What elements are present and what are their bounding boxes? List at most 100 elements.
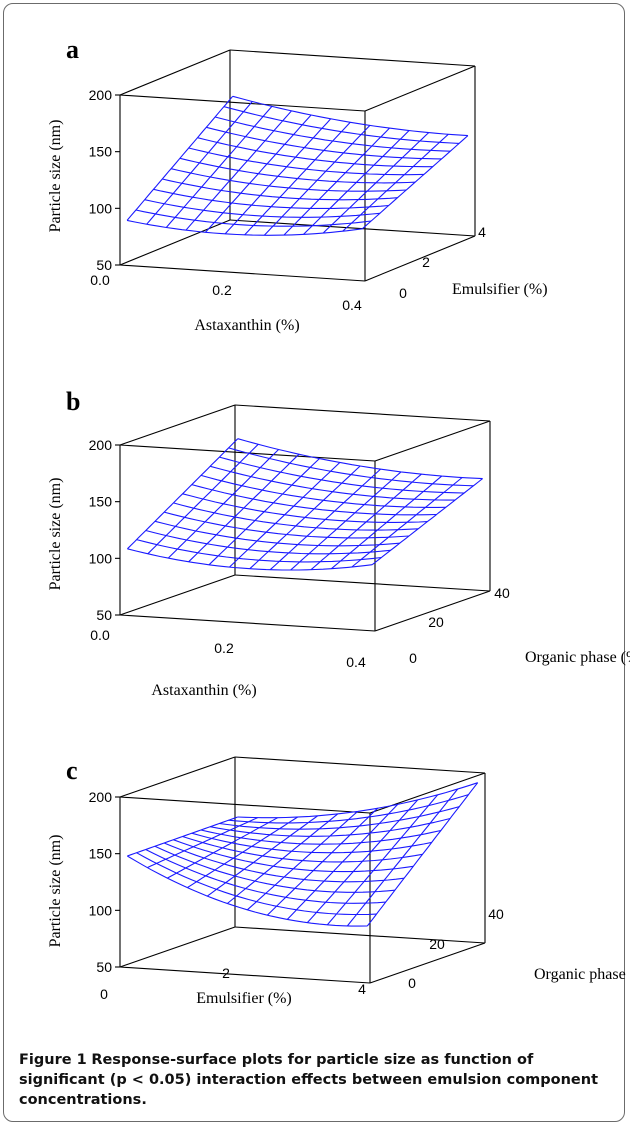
plot-c-surface-line bbox=[147, 817, 258, 869]
plot-b-z-tick-label: 50 bbox=[96, 607, 112, 623]
plot-a-surface-line bbox=[263, 125, 371, 236]
plot-b-surface-line bbox=[237, 438, 483, 480]
plot-c-box-edge bbox=[119, 756, 236, 798]
plot-c-y-tick-label: 20 bbox=[429, 936, 445, 952]
plot-c-surface-line bbox=[326, 794, 439, 926]
plot-a-box-edge bbox=[119, 49, 231, 96]
plot-a-surface-line bbox=[224, 118, 332, 235]
plot-a-box-edge bbox=[119, 264, 366, 282]
plot-c-surface-line bbox=[226, 813, 339, 904]
plot-b-z-tick-label: 150 bbox=[89, 494, 113, 510]
plot-b-surface-line bbox=[229, 462, 341, 568]
plot-a-surface-line bbox=[165, 106, 273, 228]
plot-a-z-tick-label: 200 bbox=[89, 87, 113, 103]
plot-a-box-edge bbox=[229, 219, 476, 237]
plot-c-y-tick-label: 0 bbox=[408, 975, 416, 991]
plot-c-box-edge bbox=[234, 926, 486, 944]
plot-c-x-tick-label: 4 bbox=[358, 981, 366, 997]
plot-a-surface-line bbox=[205, 114, 312, 233]
plot-a-x-tick-label: 0.4 bbox=[342, 297, 362, 313]
plot-b-surface-line bbox=[269, 468, 381, 571]
plot-b-surface-line bbox=[331, 475, 443, 570]
plot-c-surface-line bbox=[366, 782, 479, 927]
plot-c-y-axis-label: Organic phase (%) bbox=[534, 966, 630, 983]
plot-b-box-edge bbox=[234, 574, 491, 592]
plot-b-surface-line bbox=[310, 473, 422, 571]
plot-a-surface-line bbox=[361, 135, 469, 230]
plot-a-panel-letter: a bbox=[66, 35, 79, 64]
plot-c-z-tick-label: 200 bbox=[89, 789, 113, 805]
plot-c-x-tick-label: 2 bbox=[222, 965, 230, 981]
plot-a-surface-line bbox=[342, 133, 449, 232]
plot-b-box-edge bbox=[234, 404, 491, 422]
plot-b-x-tick-label: 0.0 bbox=[90, 627, 110, 643]
plot-c-surface-line bbox=[246, 810, 359, 911]
plot-b-surface-line bbox=[351, 477, 463, 568]
plot-b-box-edge bbox=[374, 590, 491, 632]
plot-a-z-axis-label: Particle size (nm) bbox=[47, 120, 64, 233]
plot-a-surface-line bbox=[126, 219, 363, 236]
plot-a-y-tick-label: 2 bbox=[422, 254, 430, 270]
plot-c-box-edge bbox=[119, 926, 236, 968]
plot-b-surface-line bbox=[208, 458, 320, 566]
plot-a-surface-line bbox=[126, 95, 234, 221]
plot-b-box-edge bbox=[119, 574, 236, 616]
plot-a-box-edge bbox=[364, 65, 476, 112]
plot-c-z-tick-label: 100 bbox=[89, 902, 113, 918]
plot-a-surface-line bbox=[153, 188, 389, 209]
plot-b-y-tick-label: 0 bbox=[409, 650, 417, 666]
plot-b-x-tick-label: 0.4 bbox=[346, 654, 366, 670]
plot-c-surface-line bbox=[306, 799, 419, 923]
figure-caption: Figure 1 Response-surface plots for part… bbox=[19, 1050, 614, 1110]
plot-c-surface-line bbox=[187, 816, 298, 889]
plot-a-box-edge bbox=[119, 94, 366, 112]
plot-b-panel-letter: b bbox=[66, 387, 80, 416]
plot-a-z-tick-label: 100 bbox=[89, 200, 113, 216]
plot-b-z-axis-label: Particle size (nm) bbox=[47, 478, 64, 591]
plot-c-box-edge bbox=[119, 796, 371, 814]
plot-a-x-axis-label: Astaxanthin (%) bbox=[194, 317, 299, 334]
plot-a-y-axis-label: Emulsifier (%) bbox=[452, 281, 548, 298]
plot-c-y-tick-label: 40 bbox=[488, 906, 504, 922]
plot-a-surface-line bbox=[244, 121, 351, 236]
plot-b-z-tick-label: 100 bbox=[89, 550, 113, 566]
plot-a-x-tick-label: 0.0 bbox=[90, 272, 110, 288]
plot-c-surface-line bbox=[127, 816, 238, 857]
plot-c-surface-line bbox=[286, 804, 399, 920]
plot-b-surface-line bbox=[167, 449, 279, 559]
plot-a-surface-line bbox=[322, 132, 430, 234]
plot-a-surface-line bbox=[185, 110, 292, 231]
figure-number: Figure 1 bbox=[19, 1052, 87, 1068]
plot-b-box-edge bbox=[119, 614, 376, 632]
plot-b-box-edge bbox=[119, 404, 236, 446]
plot-c-surface-line bbox=[206, 815, 319, 897]
plot-b-surface-line bbox=[371, 478, 483, 566]
plot-b-x-tick-label: 0.2 bbox=[214, 640, 234, 656]
plot-c-box-edge bbox=[119, 966, 371, 984]
plot-a-surface-line bbox=[146, 101, 253, 225]
plot-b-z-tick-label: 200 bbox=[89, 437, 113, 453]
plot-a-surface-line bbox=[135, 209, 372, 227]
plot-a-x-tick-label: 0.2 bbox=[212, 282, 232, 298]
plot-b-y-tick-label: 20 bbox=[428, 614, 444, 630]
plot-c-x-axis-label: Emulsifier (%) bbox=[196, 990, 292, 1007]
plot-c-surface-line bbox=[228, 794, 469, 824]
plot-c-z-axis-label: Particle size (nm) bbox=[47, 835, 64, 948]
plot-b-surface-line bbox=[147, 443, 259, 555]
plot-a-z-tick-label: 50 bbox=[96, 257, 112, 273]
plot-b-x-axis-label: Astaxanthin (%) bbox=[151, 682, 256, 699]
plot-a-box-edge bbox=[364, 235, 476, 282]
plot-a-z-tick-label: 150 bbox=[89, 144, 113, 160]
plot-c-surface-line bbox=[346, 788, 459, 927]
plot-b-y-tick-label: 40 bbox=[494, 585, 510, 601]
plot-b-surface-line bbox=[188, 453, 300, 563]
plot-b-surface-line bbox=[249, 465, 361, 570]
plot-b-box-edge bbox=[374, 420, 491, 462]
plot-c-surface-line bbox=[266, 807, 379, 916]
plot-a-box-edge bbox=[119, 219, 231, 266]
plot-c-panel-letter: c bbox=[66, 756, 78, 785]
plot-b-surface-line bbox=[290, 471, 402, 571]
plot-a-y-tick-label: 0 bbox=[399, 285, 407, 301]
plot-a-surface-line bbox=[283, 127, 390, 236]
